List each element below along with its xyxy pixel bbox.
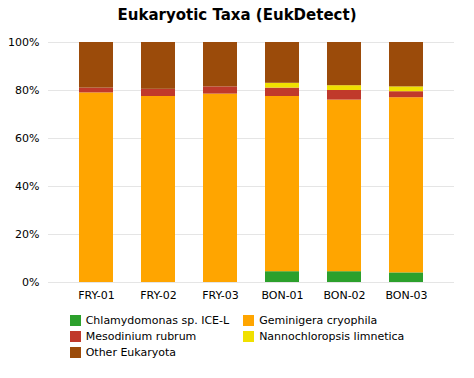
svg-text:BON-01: BON-01 [261,289,303,302]
html-text:Chlamydomonas sp. ICE-L: Chlamydomonas sp. ICE-L [85,314,230,327]
svg-text:FRY-03: FRY-03 [202,289,239,302]
svg-text:100%: 100% [8,36,39,49]
svg-text:BON-02: BON-02 [323,289,365,302]
html-text:Mesodinium rubrum: Mesodinium rubrum [85,330,197,343]
svg-text:80%: 80% [15,84,39,97]
svg-text:FRY-01: FRY-01 [78,289,115,302]
svg-text:20%: 20% [15,228,39,241]
html-text:Eukaryotic Taxa (EukDetect): Eukaryotic Taxa (EukDetect) [117,6,357,24]
svg-text:60%: 60% [15,132,39,145]
html-text:Nannochloropsis limnetica: Nannochloropsis limnetica [259,330,405,343]
html-text:Other Eukaryota: Other Eukaryota [85,346,177,359]
html-text:Geminigera cryophila: Geminigera cryophila [259,314,378,327]
svg-text:0%: 0% [22,276,39,289]
svg-text:FRY-02: FRY-02 [140,289,177,302]
svg-text:BON-03: BON-03 [385,289,427,302]
svg-text:40%: 40% [15,180,39,193]
